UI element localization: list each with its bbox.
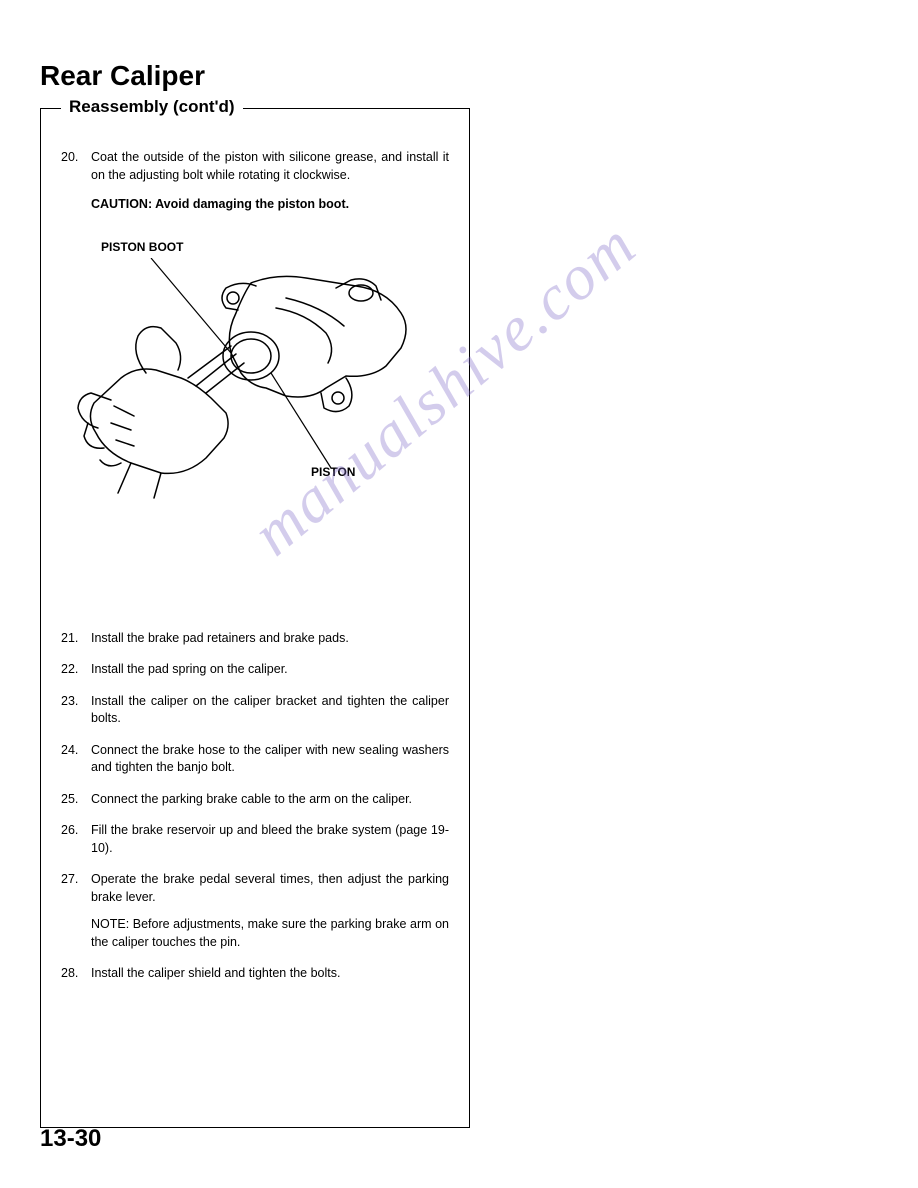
step-23: 23. Install the caliper on the caliper b…	[61, 693, 449, 728]
step-number: 28.	[61, 965, 91, 983]
step-28: 28. Install the caliper shield and tight…	[61, 965, 449, 983]
step-22: 22. Install the pad spring on the calipe…	[61, 661, 449, 679]
step-text: Coat the outside of the piston with sili…	[91, 149, 449, 226]
label-piston: PISTON	[311, 465, 355, 479]
step-21: 21. Install the brake pad retainers and …	[61, 630, 449, 648]
label-piston-boot: PISTON BOOT	[101, 240, 183, 254]
step-25: 25. Connect the parking brake cable to t…	[61, 791, 449, 809]
step-text: Connect the brake hose to the caliper wi…	[91, 742, 449, 777]
step-26: 26. Fill the brake reservoir up and blee…	[61, 822, 449, 857]
caution-text: CAUTION: Avoid damaging the piston boot.	[91, 196, 449, 214]
step-27: 27. Operate the brake pedal several time…	[61, 871, 449, 951]
step-20: 20. Coat the outside of the piston with …	[61, 149, 449, 226]
step-number: 24.	[61, 742, 91, 777]
caliper-drawing	[76, 258, 436, 538]
step-text: Connect the parking brake cable to the a…	[91, 791, 449, 809]
step-text: Operate the brake pedal several times, t…	[91, 871, 449, 951]
section-header: Reassembly (cont'd)	[61, 97, 243, 117]
step-number: 27.	[61, 871, 91, 951]
step-text: Install the caliper on the caliper brack…	[91, 693, 449, 728]
caliper-figure: PISTON BOOT	[61, 240, 449, 550]
step-number: 23.	[61, 693, 91, 728]
step-text: Install the brake pad retainers and brak…	[91, 630, 449, 648]
page-title: Rear Caliper	[40, 60, 878, 92]
step-text: Install the caliper shield and tighten t…	[91, 965, 449, 983]
step-number: 20.	[61, 149, 91, 226]
step-number: 25.	[61, 791, 91, 809]
step-body: Operate the brake pedal several times, t…	[91, 872, 449, 904]
step-body: Coat the outside of the piston with sili…	[91, 150, 449, 182]
step-text: Install the pad spring on the caliper.	[91, 661, 449, 679]
step-number: 22.	[61, 661, 91, 679]
step-text: Fill the brake reservoir up and bleed th…	[91, 822, 449, 857]
step-number: 21.	[61, 630, 91, 648]
step-number: 26.	[61, 822, 91, 857]
step-24: 24. Connect the brake hose to the calipe…	[61, 742, 449, 777]
page-number: 13-30	[40, 1125, 101, 1153]
content-box: Reassembly (cont'd) 20. Coat the outside…	[40, 108, 470, 1128]
step-note: NOTE: Before adjustments, make sure the …	[91, 916, 449, 951]
